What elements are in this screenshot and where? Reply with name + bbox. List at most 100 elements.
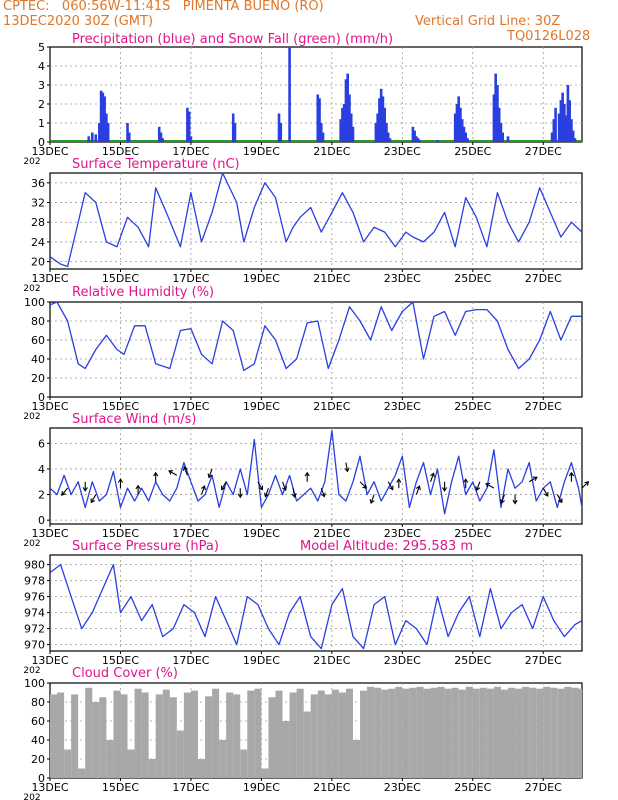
precip-bar <box>416 138 420 142</box>
cloud-cover-bar <box>479 687 487 778</box>
wind-arrow <box>415 485 421 495</box>
xtick-label-pres: 19DEC <box>243 654 280 667</box>
precip-bar <box>321 132 325 142</box>
cloud-cover-bar <box>240 749 248 778</box>
wind-arrow-head <box>344 467 350 473</box>
ytick-label-rh: 60 <box>31 334 45 347</box>
cloud-cover-bar <box>169 697 177 778</box>
ytick-label-precip: 0 <box>38 136 45 149</box>
panel-title-wind: Surface Wind (m/s) <box>72 412 196 427</box>
ytick-label-rh: 20 <box>31 372 45 385</box>
wind-arrow-head <box>463 478 469 483</box>
cloud-cover-bar <box>500 689 509 778</box>
xtick-label-rh: 27DEC <box>525 400 562 413</box>
xtick-label-pres: 23DEC <box>384 654 421 667</box>
ytick-label-cloud: 100 <box>24 677 45 690</box>
wind-arrow-head <box>543 491 549 497</box>
cloud-cover-bar <box>423 688 431 778</box>
cloud-cover-bar <box>409 687 417 778</box>
cloud-cover-bar <box>268 697 276 778</box>
precip-bar <box>464 132 468 142</box>
series-line-pres <box>49 563 583 650</box>
cloud-cover-bar <box>71 694 79 778</box>
ytick-label-precip: 4 <box>38 60 45 73</box>
wind-arrow <box>320 487 325 497</box>
xtick-label-precip: 25DEC <box>454 145 491 158</box>
wind-arrow <box>556 494 563 503</box>
wind-arrow-head <box>263 492 269 498</box>
ytick-label-temp: 20 <box>31 256 45 269</box>
precip-bar <box>98 123 101 142</box>
wind-arrow <box>292 488 296 498</box>
xtick-label-temp: 17DEC <box>172 272 209 285</box>
ytick-label-temp: 32 <box>31 197 45 210</box>
panel-title-temp: Surface Temperature (nC) <box>72 157 240 172</box>
xtick-label-pres: 21DEC <box>313 654 350 667</box>
precip-bar <box>566 85 570 142</box>
xtick-label-precip: 27DEC <box>525 145 562 158</box>
wind-arrow-head <box>362 484 368 489</box>
panel-title-rh: Relative Humidity (%) <box>72 285 214 300</box>
cloud-cover-bar <box>543 686 551 778</box>
cloud-cover-bar <box>219 740 227 778</box>
cloud-cover-bar <box>303 711 311 778</box>
cloud-cover-bar <box>536 688 544 778</box>
xtick-label-wind: 19DEC <box>243 527 280 540</box>
cloud-cover-bar <box>465 686 473 778</box>
ytick-label-cloud: 20 <box>31 753 45 766</box>
precip-bar <box>186 107 189 142</box>
precip-bar <box>351 126 355 142</box>
xtick-label-cloud: 17DEC <box>172 781 209 794</box>
precip-bar <box>436 140 439 142</box>
wind-arrow <box>476 481 481 491</box>
cloud-cover-bar <box>451 687 459 778</box>
xtick-label-wind: 21DEC <box>313 527 350 540</box>
precip-bar <box>550 132 554 142</box>
cloud-cover-bar <box>402 688 410 778</box>
precip-bar <box>559 100 563 142</box>
precip-bar <box>103 96 106 142</box>
cloud-cover-bar <box>99 697 107 778</box>
wind-arrow <box>370 494 375 504</box>
wind-arrow <box>359 481 367 489</box>
xtick-label-temp: 15DEC <box>102 272 139 285</box>
xtick-label-rh: 23DEC <box>384 400 421 413</box>
wind-arrow <box>528 476 538 483</box>
precip-bar <box>570 119 573 142</box>
precip-bar <box>349 113 353 142</box>
wind-arrow-head <box>168 470 174 475</box>
ytick-label-precip: 1 <box>38 117 45 130</box>
cloud-cover-bar <box>296 688 304 778</box>
cloud-cover-bar <box>515 688 523 778</box>
precip-bar <box>318 98 321 142</box>
cloud-cover-bar <box>557 688 565 778</box>
cloud-cover-bar <box>92 702 100 778</box>
cloud-cover-bar <box>78 768 86 778</box>
panel-annotation-pres: Model Altitude: 295.583 m <box>300 539 473 554</box>
cloud-cover-bar <box>437 686 445 778</box>
precip-bar <box>411 126 415 142</box>
wind-arrow-head <box>291 493 297 499</box>
wind-arrow <box>500 494 506 504</box>
panel-title-cloud: Cloud Cover (%) <box>72 666 178 681</box>
cloud-cover-bar <box>226 692 234 778</box>
xtick-label-pres: 15DEC <box>102 654 139 667</box>
precip-bar <box>127 132 131 142</box>
precip-bar <box>552 119 556 142</box>
cloud-cover-bar <box>127 749 135 778</box>
xtick-label-precip: 13DEC <box>31 145 68 158</box>
ytick-label-rh: 40 <box>31 353 45 366</box>
cloud-cover-bar <box>205 696 213 778</box>
precip-bar <box>466 138 469 142</box>
precip-bar <box>106 123 110 142</box>
wind-arrow-head <box>61 491 66 496</box>
xtick-label-pres: 17DEC <box>172 654 209 667</box>
precip-bar <box>460 119 464 142</box>
precip-bar <box>385 123 388 142</box>
precip-bar <box>189 136 193 142</box>
wind-arrow <box>200 485 206 495</box>
precip-bar <box>563 104 566 142</box>
xtick-label-rh: 15DEC <box>102 400 139 413</box>
cloud-cover-bar <box>486 688 494 778</box>
